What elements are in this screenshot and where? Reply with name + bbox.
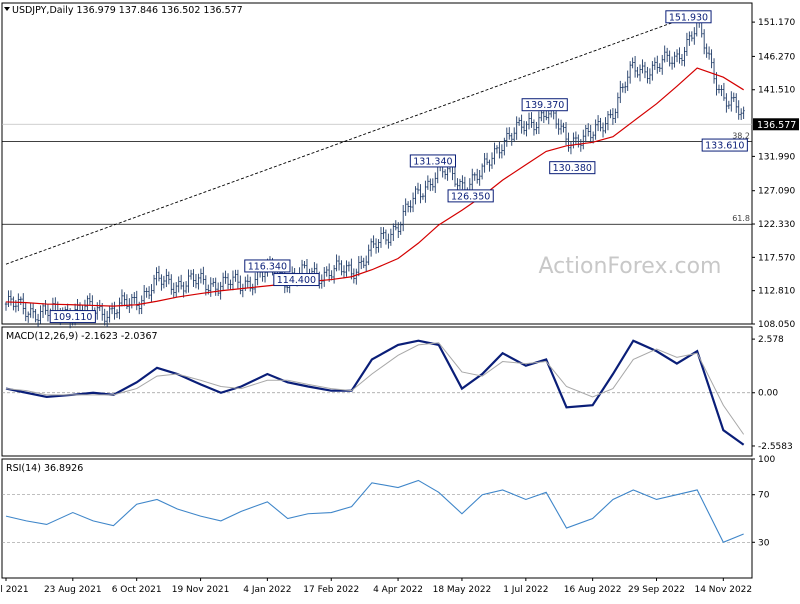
axes: 151.170 146.270 141.510 131.990 127.090 122.3… xyxy=(0,18,799,595)
macd-y-tick-label: -2.5583 xyxy=(758,442,793,452)
price-header: USDJPY,Daily 136.979 137.846 136.502 136… xyxy=(12,5,243,16)
price-y-tick-label: 131.990 xyxy=(758,152,795,162)
trendline xyxy=(5,16,689,265)
x-tick-label: 18 May 2022 xyxy=(433,585,492,595)
x-tick-label: 1 Jul 2022 xyxy=(503,585,548,595)
price-callout-box xyxy=(521,98,568,112)
price-panel: 38.2 61.8 151.930 139.370 131.340 126.350 130.… xyxy=(2,10,752,329)
price-callout-label: 151.930 xyxy=(669,12,708,23)
current-price-box xyxy=(753,118,799,131)
price-callout-box xyxy=(244,259,291,273)
price-y-tick-label: 108.050 xyxy=(758,320,795,330)
dropdown-arrow-icon[interactable] xyxy=(4,7,10,11)
x-tick-label: 8 Jul 2021 xyxy=(0,585,29,595)
price-callout-label: 139.370 xyxy=(525,100,564,111)
price-callout-box xyxy=(701,138,748,152)
rsi-panel-frame xyxy=(1,458,753,579)
x-tick-label: 16 Aug 2022 xyxy=(564,585,622,595)
x-tick-label: 19 Nov 2021 xyxy=(172,585,230,595)
rsi-y-tick-label: 100 xyxy=(758,455,775,465)
x-tick-label: 6 Oct 2021 xyxy=(112,585,162,595)
price-callout-label: 126.350 xyxy=(451,191,490,202)
x-tick-label: 23 Aug 2021 xyxy=(44,585,102,595)
price-callout-box xyxy=(665,10,712,24)
panel-frames xyxy=(1,2,753,579)
x-tick-label: 4 Apr 2022 xyxy=(373,585,423,595)
x-tick-label: 29 Sep 2022 xyxy=(628,585,685,595)
fib-level-label: 61.8 xyxy=(732,214,750,223)
macd-panel-frame xyxy=(1,326,753,457)
macd-panel xyxy=(2,339,752,446)
price-y-tick-label: 146.270 xyxy=(758,52,795,62)
price-y-tick-label: 122.330 xyxy=(758,220,795,230)
price-y-tick-label: 151.170 xyxy=(758,18,795,28)
price-panel-frame xyxy=(1,2,753,325)
price-callout-label: 133.610 xyxy=(705,141,744,152)
rsi-y-tick-label: 30 xyxy=(758,538,770,548)
x-tick-label: 4 Jan 2022 xyxy=(243,585,291,595)
rsi-panel xyxy=(2,479,752,544)
price-y-tick-label: 127.090 xyxy=(758,187,795,197)
price-y-tick-label: 112.810 xyxy=(758,287,795,297)
price-callout-label: 109.110 xyxy=(53,312,92,323)
macd-line xyxy=(5,339,745,446)
price-callout-box xyxy=(49,310,96,324)
price-callout-box xyxy=(409,154,457,168)
price-callout-label: 114.400 xyxy=(277,275,316,286)
rsi-line xyxy=(5,479,744,544)
price-callout-box xyxy=(273,273,320,287)
price-callout-box xyxy=(549,161,596,175)
fib-level-label: 38.2 xyxy=(732,132,750,141)
price-y-tick-label: 141.510 xyxy=(758,86,795,96)
moving-average-line xyxy=(5,67,744,307)
macd-signal-line xyxy=(5,342,745,435)
price-callout-label: 130.380 xyxy=(553,163,592,174)
price-callout-label: 131.340 xyxy=(413,156,452,167)
price-callout-label: 116.340 xyxy=(248,261,287,272)
current-price-label: 136.577 xyxy=(757,120,796,131)
macd-y-tick-label: 0.00 xyxy=(758,389,778,399)
x-tick-label: 14 Nov 2022 xyxy=(694,585,752,595)
macd-y-tick-label: 2.578 xyxy=(758,335,784,345)
rsi-y-tick-label: 70 xyxy=(758,491,770,501)
price-callout-box xyxy=(447,189,494,203)
rsi-header: RSI(14) 36.8926 xyxy=(6,463,83,474)
macd-header: MACD(12,26,9) -2.1623 -2.0367 xyxy=(6,331,158,342)
watermark: ActionForex.com xyxy=(539,254,722,279)
x-tick-label: 17 Feb 2022 xyxy=(303,585,359,595)
price-y-tick-label: 117.570 xyxy=(758,253,795,263)
